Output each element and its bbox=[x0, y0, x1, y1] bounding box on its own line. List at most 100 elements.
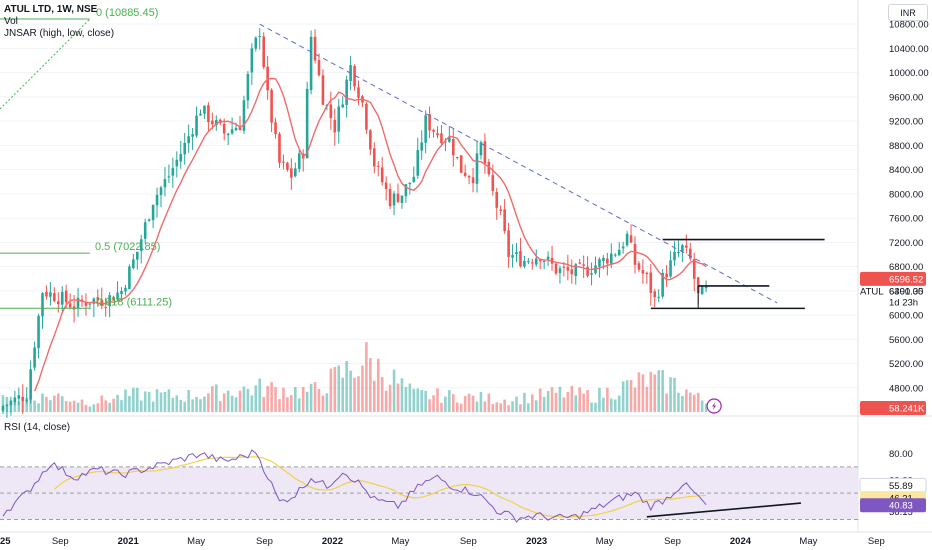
atul-label: ATUL bbox=[860, 286, 884, 297]
candle-body bbox=[333, 119, 337, 133]
candle-body bbox=[203, 105, 206, 114]
volume-bar bbox=[191, 399, 194, 412]
candle-body bbox=[653, 291, 657, 298]
candle-body bbox=[570, 269, 574, 275]
volume-bar bbox=[270, 382, 273, 412]
volume-bar bbox=[250, 395, 254, 412]
volume-bar bbox=[475, 401, 479, 412]
price-tick-label: 4800.00 bbox=[889, 383, 923, 394]
candle-body bbox=[238, 127, 242, 131]
candle-body bbox=[84, 302, 88, 306]
candle-body bbox=[45, 291, 48, 297]
candle-body bbox=[424, 115, 427, 143]
candle-body bbox=[692, 258, 696, 279]
candle-body bbox=[286, 162, 289, 170]
volume-bar bbox=[155, 389, 159, 412]
candle-body bbox=[167, 176, 171, 178]
price-tick-label: 8400.00 bbox=[889, 165, 923, 176]
candle-body bbox=[258, 36, 262, 38]
candle-body bbox=[13, 397, 17, 403]
volume-bar bbox=[673, 377, 676, 412]
candle-body bbox=[479, 142, 483, 156]
currency-button[interactable]: INR bbox=[888, 4, 928, 21]
volume-bar bbox=[538, 388, 542, 412]
volume-bar bbox=[290, 395, 293, 412]
candle-body bbox=[175, 159, 179, 167]
candle-body bbox=[317, 59, 321, 76]
candle-body bbox=[128, 266, 131, 290]
volume-bar bbox=[416, 388, 420, 412]
rsi-ma-line bbox=[54, 456, 707, 518]
price-tick-label: 10800.00 bbox=[889, 20, 929, 31]
legend-indicator[interactable]: JNSAR (high, low, close) bbox=[4, 28, 115, 39]
volume-bar bbox=[195, 397, 198, 412]
volume-bar bbox=[321, 395, 325, 412]
candle-body bbox=[195, 115, 198, 136]
candle-body bbox=[420, 142, 423, 151]
volume-bar bbox=[455, 402, 459, 412]
volume-bar bbox=[203, 396, 206, 412]
price-tick-label: 7200.00 bbox=[889, 238, 923, 249]
candle-body bbox=[538, 259, 542, 262]
volume-bar bbox=[689, 392, 692, 412]
volume-bar bbox=[641, 374, 645, 412]
lightning-glyph bbox=[712, 401, 717, 411]
price-tick-label: 10000.00 bbox=[889, 68, 929, 79]
volume-bar bbox=[404, 387, 408, 412]
volume-bar bbox=[49, 400, 52, 412]
rsi-value-badge: 55.89 bbox=[889, 481, 913, 492]
candle-body bbox=[408, 182, 412, 185]
volume-bar bbox=[100, 395, 104, 412]
volume-bar bbox=[96, 403, 100, 412]
volume-bar bbox=[400, 378, 404, 412]
volume-bar bbox=[681, 396, 684, 412]
candle-body bbox=[645, 272, 649, 275]
candle-body bbox=[534, 258, 538, 265]
price-tick-label: 8800.00 bbox=[889, 141, 923, 152]
candle-body bbox=[491, 175, 495, 192]
time-tick-label: 2021 bbox=[118, 536, 140, 547]
candle-body bbox=[610, 253, 613, 264]
time-tick-label: May bbox=[596, 536, 614, 547]
candle-body bbox=[606, 258, 609, 264]
candle-body bbox=[487, 162, 491, 175]
volume-bar bbox=[136, 387, 139, 412]
candle-body bbox=[199, 113, 202, 116]
candle-body bbox=[380, 167, 384, 183]
volume-bar bbox=[258, 378, 262, 412]
volume-bar bbox=[424, 390, 427, 412]
candle-body bbox=[96, 297, 100, 301]
volume-bar bbox=[613, 399, 617, 412]
candle-body bbox=[9, 400, 13, 406]
candle-body bbox=[242, 100, 246, 131]
volume-bar bbox=[64, 401, 68, 412]
candle-body bbox=[404, 184, 408, 197]
candle-body bbox=[499, 209, 502, 211]
candle-body bbox=[250, 48, 254, 73]
candle-body bbox=[5, 404, 9, 407]
bar-countdown: 1d 23h bbox=[889, 297, 918, 308]
volume-bar bbox=[428, 399, 431, 412]
rsi-legend[interactable]: RSI (14, close) bbox=[4, 422, 71, 433]
volume-bar bbox=[305, 391, 309, 412]
volume-bar bbox=[606, 387, 609, 412]
volume-bar bbox=[84, 404, 88, 412]
volume-bar bbox=[376, 358, 380, 412]
fib-trend-dotted bbox=[0, 18, 91, 110]
rsi-tick-label: 80.00 bbox=[889, 449, 913, 460]
volume-bar bbox=[602, 397, 605, 412]
candle-body bbox=[262, 36, 265, 68]
price-tick-label: 7600.00 bbox=[889, 214, 923, 225]
rsi-trendline bbox=[646, 502, 801, 518]
volume-bar bbox=[53, 395, 56, 412]
volume-bar bbox=[179, 399, 183, 412]
candle-body bbox=[57, 301, 60, 304]
volume-bar bbox=[207, 393, 210, 412]
candle-body bbox=[700, 286, 704, 295]
candle-body bbox=[41, 293, 44, 317]
volume-bar bbox=[120, 400, 123, 412]
candle-body bbox=[112, 296, 115, 301]
volume-bar bbox=[37, 403, 40, 412]
candle-body bbox=[143, 222, 147, 239]
candle-body bbox=[590, 273, 593, 275]
